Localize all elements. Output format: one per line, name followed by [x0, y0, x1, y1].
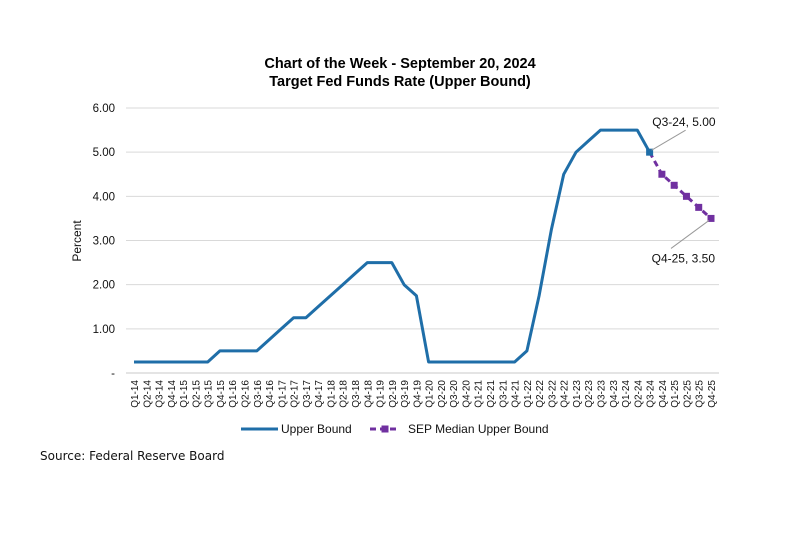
x-tick-label: Q3-16 — [253, 380, 264, 408]
x-tick-label: Q2-25 — [682, 380, 693, 408]
x-tick-label: Q2-24 — [633, 380, 644, 408]
y-tick-label: 1.00 — [93, 324, 115, 336]
sep-median-line — [648, 151, 712, 220]
x-tick-label: Q3-22 — [547, 380, 558, 408]
sep-data-point — [670, 181, 678, 189]
x-tick-label: Q4-22 — [560, 380, 571, 408]
x-tick-label: Q3-24 — [646, 380, 657, 408]
x-tick-label: Q2-20 — [437, 380, 448, 408]
x-tick-label: Q3-21 — [498, 380, 509, 408]
x-tick-label: Q1-21 — [474, 380, 485, 408]
x-tick-label: Q3-14 — [155, 380, 166, 408]
x-tick-label: Q2-23 — [584, 380, 595, 408]
x-tick-label: Q1-16 — [228, 380, 239, 408]
annotation-leader — [651, 129, 686, 151]
x-tick-label: Q3-19 — [400, 380, 411, 408]
x-tick-label: Q4-21 — [511, 380, 522, 408]
x-tick-label: Q2-15 — [191, 380, 202, 408]
x-tick-label: Q1-14 — [130, 380, 141, 408]
legend: Upper Bound SEP Median Upper Bound — [241, 422, 549, 436]
x-tick-label: Q4-19 — [412, 380, 423, 408]
x-tick-label: Q4-18 — [363, 380, 374, 408]
chart-title: Chart of the Week - September 20, 2024 — [264, 56, 536, 72]
annotation-label: Q4-25, 3.50 — [652, 251, 716, 265]
x-tick-label: Q1-25 — [670, 380, 681, 408]
y-tick-label: 5.00 — [93, 147, 115, 159]
sep-data-point — [646, 148, 654, 156]
source-note: Source: Federal Reserve Board — [40, 449, 225, 463]
x-tick-label: Q2-17 — [290, 380, 301, 408]
x-tick-label: Q2-19 — [388, 380, 399, 408]
x-tick-label: Q4-23 — [609, 380, 620, 408]
legend-sep-marker — [381, 425, 389, 433]
annotation-label: Q3-24, 5.00 — [652, 115, 716, 129]
x-tick-label: Q1-20 — [425, 380, 436, 408]
legend-sep-label: SEP Median Upper Bound — [408, 422, 549, 436]
x-tick-label: Q4-20 — [461, 380, 472, 408]
y-tick-label: - — [111, 368, 115, 380]
x-tick-label: Q2-16 — [240, 380, 251, 408]
y-tick-label: 2.00 — [93, 280, 115, 292]
x-tick-label: Q3-20 — [449, 380, 460, 408]
x-tick-label: Q4-14 — [167, 380, 178, 408]
x-tick-label: Q1-24 — [621, 380, 632, 408]
upper-bound-line — [134, 128, 651, 364]
x-tick-label: Q3-25 — [695, 380, 706, 408]
x-tick-label: Q1-22 — [523, 380, 534, 408]
y-tick-label: 6.00 — [93, 103, 115, 115]
y-tick-label: 4.00 — [93, 191, 115, 203]
y-axis-label: Percent — [70, 220, 84, 262]
x-tick-label: Q1-23 — [572, 380, 583, 408]
sep-data-point — [707, 214, 715, 222]
x-tick-label: Q3-15 — [204, 380, 215, 408]
annotation-leader — [670, 220, 710, 249]
x-tick-label: Q3-23 — [597, 380, 608, 408]
x-tick-label: Q4-25 — [707, 380, 718, 408]
x-tick-label: Q1-17 — [277, 380, 288, 408]
chart-subtitle: Target Fed Funds Rate (Upper Bound) — [269, 74, 531, 90]
sep-data-point — [682, 192, 690, 200]
x-tick-label: Q2-18 — [339, 380, 350, 408]
legend-upper-bound-label: Upper Bound — [281, 422, 352, 436]
sep-data-point — [695, 203, 703, 211]
x-tick-label: Q2-14 — [142, 380, 153, 408]
x-tick-label: Q4-17 — [314, 380, 325, 408]
x-tick-label: Q4-16 — [265, 380, 276, 408]
y-tick-label: 3.00 — [93, 236, 115, 248]
x-tick-label: Q3-18 — [351, 380, 362, 408]
x-tick-label: Q4-24 — [658, 380, 669, 408]
x-tick-label: Q1-15 — [179, 380, 190, 408]
sep-data-point — [658, 170, 666, 178]
x-tick-label: Q2-21 — [486, 380, 497, 408]
x-tick-label: Q1-18 — [326, 380, 337, 408]
x-tick-label: Q3-17 — [302, 380, 313, 408]
x-tick-label: Q4-15 — [216, 380, 227, 408]
x-tick-label: Q2-22 — [535, 380, 546, 408]
x-tick-label: Q1-19 — [376, 380, 387, 408]
